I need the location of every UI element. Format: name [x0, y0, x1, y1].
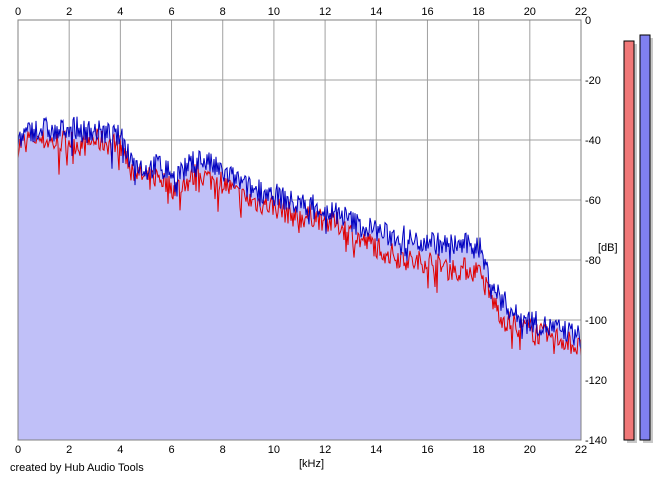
x-tick-label-bottom: 10	[268, 444, 280, 456]
x-tick-label-top: 2	[66, 6, 72, 18]
series-line-blue	[17, 116, 582, 350]
x-tick-label-bottom: 20	[524, 444, 536, 456]
y-tick-label: -20	[585, 75, 601, 87]
x-tick-label-top: 20	[524, 6, 536, 18]
meter-bar-blue	[639, 34, 651, 441]
x-tick-label-bottom: 2	[66, 444, 72, 456]
credit-label: created by Hub Audio Tools	[10, 462, 144, 474]
spectrum-lines	[17, 116, 582, 356]
x-tick-label-bottom: 18	[473, 444, 485, 456]
spectrum-fill-area	[18, 116, 581, 441]
x-tick-label-top: 4	[117, 6, 123, 18]
y-tick-label: -140	[585, 435, 607, 447]
y-tick-label: -60	[585, 195, 601, 207]
x-tick-label-bottom: 22	[575, 444, 587, 456]
x-tick-label-bottom: 16	[421, 444, 433, 456]
x-tick-label-top: 22	[575, 6, 587, 18]
x-tick-label-top: 12	[319, 6, 331, 18]
x-tick-label-top: 0	[15, 6, 21, 18]
level-meters	[623, 34, 653, 443]
spectrum-fill	[18, 116, 581, 441]
x-axis-label: [kHz]	[299, 458, 324, 470]
x-tick-label-bottom: 0	[15, 444, 21, 456]
x-axis-bottom-ticks: 0 2 4 6 8 10 12 14 16 18 20 22	[15, 444, 587, 456]
x-tick-label-bottom: 14	[370, 444, 382, 456]
x-tick-label-bottom: 6	[168, 444, 174, 456]
y-tick-label: -40	[585, 135, 601, 147]
x-tick-label-top: 10	[268, 6, 280, 18]
x-tick-label-top: 16	[421, 6, 433, 18]
meter-bar-red	[623, 40, 635, 441]
x-tick-label-bottom: 4	[117, 444, 123, 456]
y-tick-label: -100	[585, 315, 607, 327]
x-tick-label-top: 6	[168, 6, 174, 18]
y-tick-label: -80	[585, 255, 601, 267]
x-tick-label-bottom: 12	[319, 444, 331, 456]
x-tick-label-top: 8	[220, 6, 226, 18]
y-axis-ticks: 0 -20 -40 -60 -80 -100 -120 -140	[585, 15, 607, 447]
x-tick-label-bottom: 8	[220, 444, 226, 456]
x-tick-label-top: 14	[370, 6, 382, 18]
y-tick-label: 0	[585, 15, 591, 27]
x-axis-top-ticks: 0 2 4 6 8 10 12 14 16 18 20 22	[15, 6, 587, 18]
x-tick-label-top: 18	[473, 6, 485, 18]
y-tick-label: -120	[585, 375, 607, 387]
plot-frame	[17, 19, 582, 441]
y-axis-label: [dB]	[598, 242, 618, 254]
